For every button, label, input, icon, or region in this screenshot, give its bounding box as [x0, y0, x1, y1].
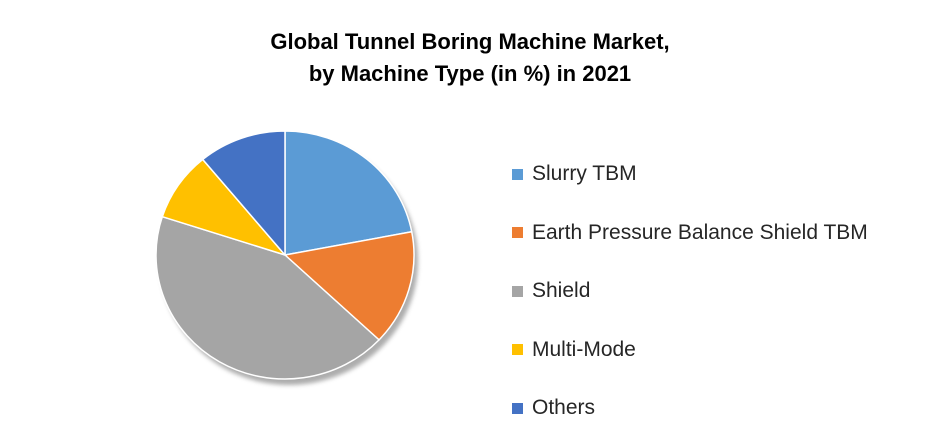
chart-title-line-2: by Machine Type (in %) in 2021 [308, 61, 632, 86]
legend-swatch-others [512, 402, 523, 414]
legend-label-earth-pressure-balance-shield-tbm: Earth Pressure Balance Shield TBM [532, 220, 868, 244]
legend-item-others: Others [512, 379, 868, 438]
legend-swatch-slurry-tbm [512, 168, 523, 180]
legend-label-slurry-tbm: Slurry TBM [532, 162, 637, 186]
legend-label-others: Others [532, 396, 596, 420]
legend: Slurry TBM Earth Pressure Balance Shield… [512, 145, 868, 438]
legend-swatch-shield [512, 285, 523, 297]
pie-slice-slurry-tbm [284, 130, 413, 256]
legend-swatch-multi-mode [512, 344, 523, 356]
legend-label-multi-mode: Multi-Mode [532, 337, 636, 361]
legend-item-slurry-tbm: Slurry TBM [512, 145, 868, 204]
pie-chart [155, 130, 418, 385]
chart-title-line-1: Global Tunnel Boring Machine Market, [270, 29, 670, 54]
legend-label-shield: Shield [532, 279, 591, 303]
legend-item-multi-mode: Multi-Mode [512, 321, 868, 380]
pie-slice-earth-pressure-balance-shield-tbm [284, 231, 415, 341]
pie-slice-others [202, 130, 286, 256]
chart-title: Global Tunnel Boring Machine Market, by … [0, 26, 940, 90]
pie-slice-shield [155, 215, 380, 380]
legend-item-earth-pressure-balance-shield-tbm: Earth Pressure Balance Shield TBM [512, 204, 868, 263]
legend-item-shield: Shield [512, 262, 868, 321]
legend-swatch-earth-pressure-balance-shield-tbm [512, 227, 523, 239]
pie-slices [155, 130, 415, 380]
